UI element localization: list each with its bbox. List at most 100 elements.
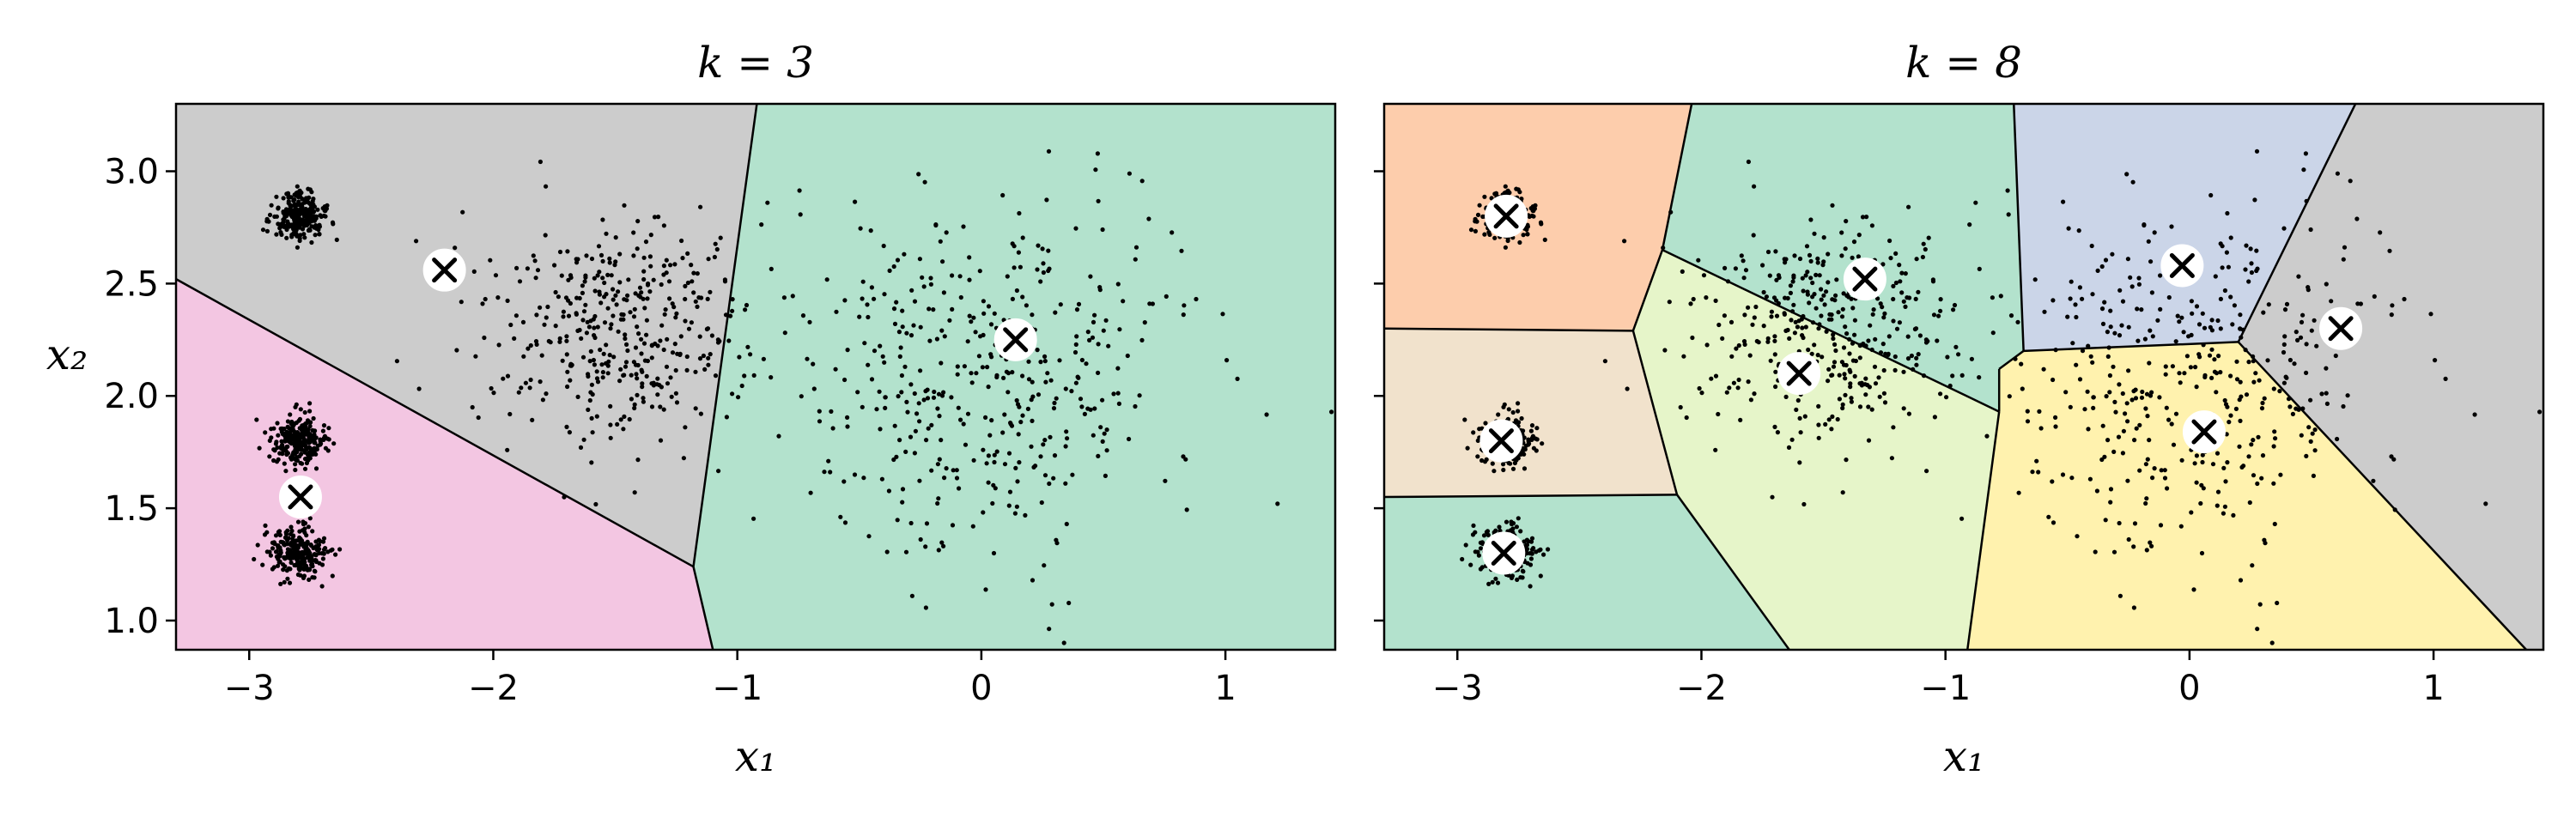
data-point	[2133, 396, 2139, 401]
data-point	[1822, 302, 1827, 307]
data-point	[1684, 415, 1689, 421]
data-point	[917, 257, 922, 262]
data-point	[1789, 309, 1795, 314]
data-point	[260, 562, 265, 567]
data-point	[1938, 297, 1943, 302]
data-point	[680, 256, 685, 261]
data-point	[1146, 216, 1151, 221]
data-point	[1747, 353, 1753, 358]
data-point	[2209, 328, 2215, 333]
data-point	[2293, 330, 2299, 335]
data-point	[1696, 258, 1701, 263]
data-point	[2186, 334, 2191, 339]
data-point	[635, 457, 641, 463]
data-point	[283, 210, 288, 216]
data-point	[2248, 246, 2253, 251]
data-point	[1096, 342, 1101, 347]
data-point	[2173, 411, 2179, 416]
data-point	[670, 350, 676, 355]
data-point	[1887, 238, 1893, 244]
data-point	[828, 470, 833, 475]
data-point	[1095, 151, 1100, 156]
data-point	[1891, 283, 1896, 288]
data-point	[556, 294, 562, 300]
data-point	[1869, 407, 1874, 412]
data-point	[2262, 396, 2267, 401]
data-point	[613, 235, 618, 240]
data-point	[561, 309, 567, 314]
data-point	[1886, 352, 1891, 357]
data-point	[302, 429, 307, 434]
data-point	[1508, 461, 1513, 466]
data-point	[493, 273, 499, 278]
data-point	[905, 409, 910, 415]
data-point	[730, 391, 735, 397]
data-point	[2086, 427, 2091, 432]
data-point	[2224, 250, 2229, 255]
data-point	[1875, 296, 1880, 301]
centroid-cross	[2169, 252, 2195, 278]
data-point	[1220, 312, 1225, 317]
data-point	[665, 381, 671, 386]
data-point	[693, 299, 698, 304]
centroid-cross	[1003, 327, 1029, 353]
data-point	[1073, 342, 1078, 347]
data-point	[320, 428, 325, 433]
data-point	[312, 432, 317, 437]
data-point	[751, 516, 756, 521]
data-point	[987, 433, 993, 438]
data-point	[2271, 386, 2276, 391]
data-point	[1893, 367, 1898, 373]
data-point	[1182, 303, 1187, 308]
data-point	[661, 407, 666, 412]
data-point	[2182, 371, 2187, 376]
data-point	[2108, 487, 2114, 492]
data-point	[276, 530, 281, 535]
data-point	[2088, 354, 2093, 359]
data-point	[1725, 279, 1731, 284]
data-point	[897, 437, 902, 443]
data-point	[2200, 452, 2205, 457]
data-point	[1142, 320, 1147, 325]
data-point	[1815, 353, 1820, 358]
data-point	[598, 300, 604, 306]
data-point	[282, 579, 287, 585]
data-point	[991, 482, 996, 488]
data-point	[1002, 412, 1007, 417]
centroid-cross	[1852, 266, 1878, 292]
data-point	[669, 394, 674, 399]
data-point	[969, 319, 974, 324]
data-point	[1866, 438, 1872, 443]
data-point	[896, 394, 901, 399]
data-point	[2050, 520, 2057, 525]
data-point	[2249, 261, 2254, 266]
data-point	[2184, 354, 2190, 359]
data-point	[2123, 411, 2128, 416]
data-point	[1047, 266, 1052, 271]
data-point	[1803, 324, 1808, 330]
data-point	[1826, 379, 1831, 384]
data-point	[1063, 444, 1068, 449]
data-point	[2094, 488, 2099, 494]
data-point	[2257, 378, 2262, 383]
decision-boundary	[692, 104, 758, 567]
data-point	[1514, 457, 1519, 463]
data-point	[593, 501, 598, 507]
data-point	[1063, 481, 1068, 486]
data-point	[1024, 303, 1029, 308]
data-point	[668, 375, 673, 380]
data-point	[1137, 393, 1142, 398]
data-point	[955, 372, 960, 377]
data-point	[933, 222, 939, 227]
data-point	[586, 407, 591, 412]
data-point	[2189, 299, 2194, 304]
data-point	[2272, 429, 2277, 434]
data-point	[2221, 511, 2226, 516]
chart-title: k = 3	[697, 38, 814, 88]
data-point	[855, 390, 860, 395]
data-point	[1765, 336, 1771, 341]
data-point	[852, 472, 858, 477]
data-point	[318, 539, 323, 544]
data-point	[1844, 331, 1850, 336]
data-point	[685, 280, 691, 286]
